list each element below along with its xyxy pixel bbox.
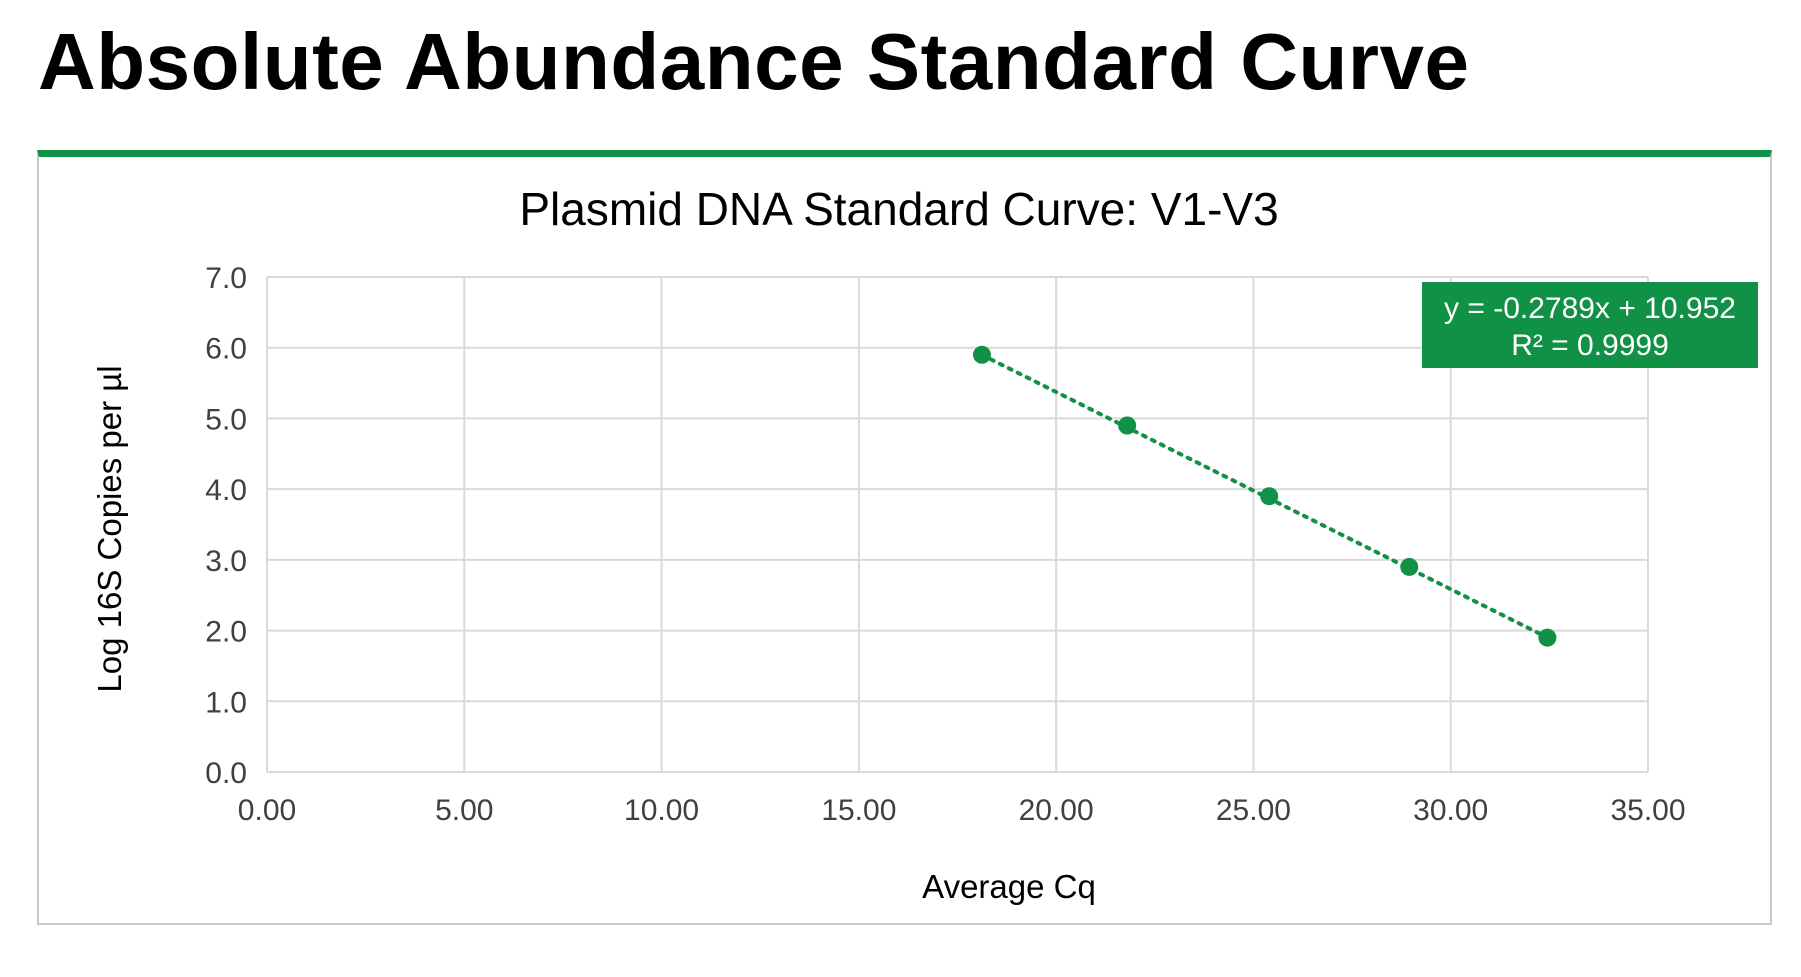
equation-box-bg bbox=[1422, 282, 1758, 368]
page-title: Absolute Abundance Standard Curve bbox=[38, 17, 1470, 106]
chart-panel: 0.0 1.0 2.0 3.0 4.0 5.0 6.0 7.0 0.00 5.00 10.00 15.… bbox=[37, 150, 1772, 925]
tick-labels: 0.0 1.0 2.0 3.0 4.0 5.0 6.0 7.0 0.00 5.00 10.00 15.… bbox=[205, 262, 1685, 827]
data-point bbox=[1118, 416, 1137, 435]
y-tick-label: 1.0 bbox=[205, 686, 247, 719]
r-squared-text: R² = 0.9999 bbox=[1511, 329, 1669, 362]
data-point bbox=[1260, 487, 1279, 506]
y-tick-label: 5.0 bbox=[205, 403, 247, 436]
x-tick-label: 10.00 bbox=[624, 794, 699, 827]
y-tick-label: 7.0 bbox=[205, 262, 247, 295]
x-tick-label: 20.00 bbox=[1019, 794, 1094, 827]
y-tick-label: 3.0 bbox=[205, 545, 247, 578]
x-tick-label: 5.00 bbox=[435, 794, 493, 827]
x-tick-label: 35.00 bbox=[1610, 794, 1685, 827]
x-tick-label: 25.00 bbox=[1216, 794, 1291, 827]
equation-box: y = -0.2789x + 10.952 R² = 0.9999 bbox=[1422, 282, 1758, 368]
y-tick-label: 0.0 bbox=[205, 757, 247, 790]
data-point bbox=[1400, 557, 1419, 576]
data-point bbox=[1538, 628, 1557, 647]
chart-title: Plasmid DNA Standard Curve: V1-V3 bbox=[519, 183, 1278, 235]
data-points bbox=[972, 345, 1557, 647]
y-axis-label: Log 16S Copies per µl bbox=[91, 365, 128, 692]
equation-text: y = -0.2789x + 10.952 bbox=[1444, 292, 1736, 325]
x-tick-label: 0.00 bbox=[238, 794, 296, 827]
x-tick-label: 30.00 bbox=[1413, 794, 1488, 827]
y-tick-label: 4.0 bbox=[205, 474, 247, 507]
x-axis-label: Average Cq bbox=[922, 868, 1096, 905]
gridlines bbox=[266, 276, 1649, 773]
y-tick-label: 2.0 bbox=[205, 616, 247, 649]
x-tick-label: 15.00 bbox=[821, 794, 896, 827]
data-point bbox=[972, 345, 991, 364]
y-tick-label: 6.0 bbox=[205, 333, 247, 366]
standard-curve-chart: 0.0 1.0 2.0 3.0 4.0 5.0 6.0 7.0 0.00 5.00 10.00 15.… bbox=[91, 183, 1758, 905]
